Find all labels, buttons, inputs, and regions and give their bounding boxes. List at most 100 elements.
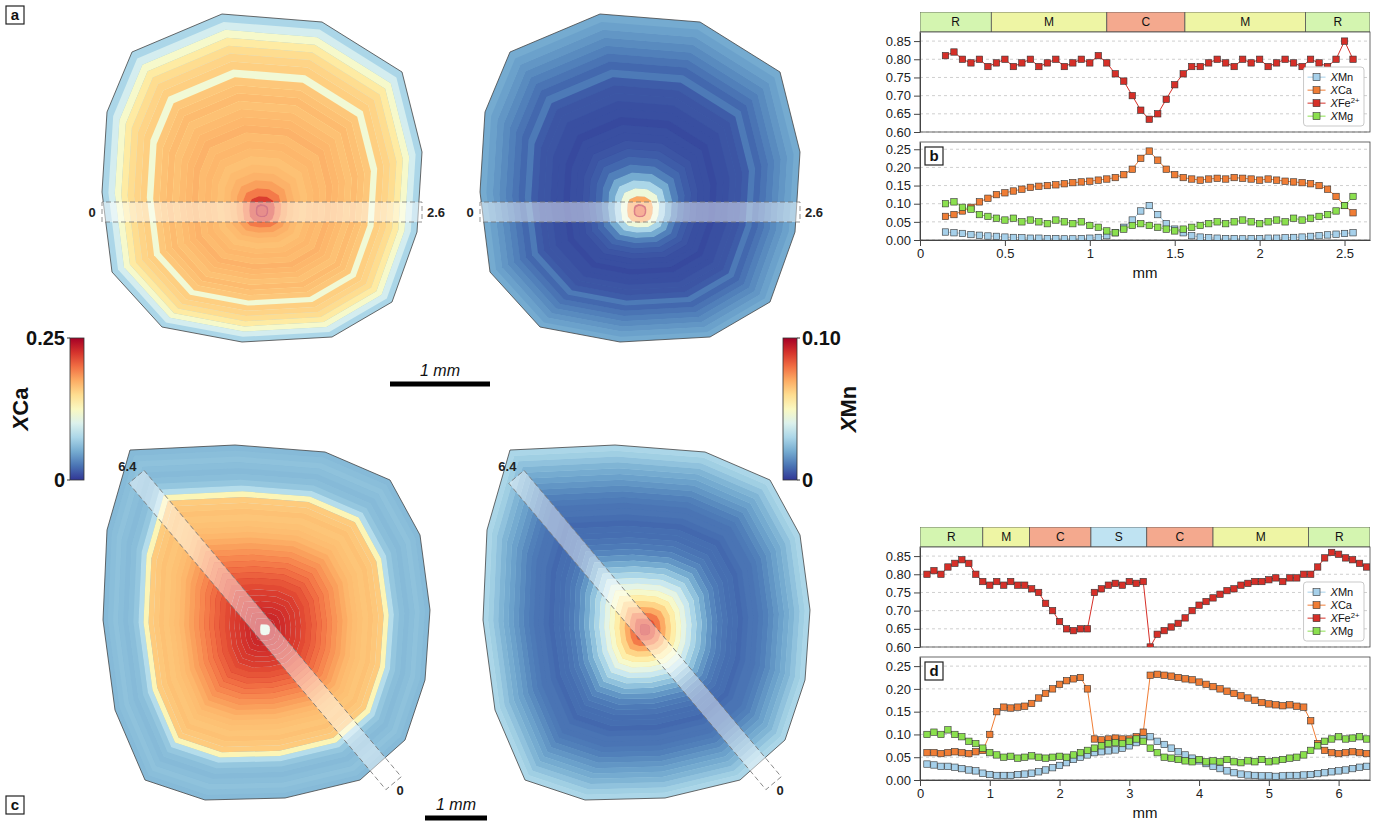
data-point <box>1205 235 1211 240</box>
data-point <box>1182 752 1188 758</box>
map-zone <box>121 38 403 327</box>
tick: 2 <box>1056 780 1063 801</box>
series <box>924 727 1370 766</box>
data-point <box>1231 586 1237 592</box>
tick-label: 0.5 <box>996 246 1014 261</box>
data-point <box>1172 171 1178 177</box>
scale-bar-line <box>425 816 487 821</box>
map-zone <box>103 445 430 800</box>
data-point <box>1214 235 1220 240</box>
tick: 0.15 <box>886 178 920 193</box>
data-point <box>1147 644 1153 647</box>
data-point <box>1021 582 1027 588</box>
map-zone <box>102 14 422 342</box>
colorbar-tick-label: 0.10 <box>802 327 841 349</box>
data-point <box>1126 578 1132 584</box>
traverse-end-label: 2.6 <box>805 205 823 220</box>
data-point <box>1231 174 1237 180</box>
tick-mark <box>914 780 920 781</box>
data-point <box>973 740 979 746</box>
data-point <box>1129 92 1135 98</box>
map-zone <box>506 46 775 322</box>
legend-marker <box>1313 615 1320 622</box>
data-point <box>924 761 930 767</box>
tick: 1.5 <box>1166 240 1184 261</box>
data-point <box>1133 580 1139 586</box>
map-zone <box>480 14 800 342</box>
legend-label: XCa <box>1330 84 1353 96</box>
data-point <box>1231 759 1237 765</box>
data-point <box>959 557 965 563</box>
data-point <box>1084 626 1090 632</box>
data-point <box>1002 234 1008 240</box>
data-point <box>1214 175 1220 181</box>
data-point <box>1035 695 1041 701</box>
tick-label: 0.75 <box>886 585 911 600</box>
data-point <box>1095 177 1101 183</box>
data-point <box>1002 190 1008 196</box>
data-point <box>1028 700 1034 706</box>
legend-marker <box>1313 628 1320 635</box>
panel-letter-text: d <box>929 662 938 679</box>
data-point <box>1161 672 1167 678</box>
data-point <box>1027 235 1033 240</box>
data-point <box>1231 63 1237 69</box>
data-point <box>1175 620 1181 626</box>
tick-mark <box>914 647 920 648</box>
data-point <box>976 211 982 217</box>
data-point <box>1175 674 1181 680</box>
tick-label: 0.65 <box>886 106 911 121</box>
data-point <box>1273 235 1279 240</box>
zone-labels: RMCSCMR <box>947 530 1344 544</box>
traverse-rect <box>129 470 401 789</box>
data-point <box>987 731 993 737</box>
tick-mark <box>1345 240 1346 246</box>
legend-marker <box>1313 113 1320 120</box>
data-point <box>1265 63 1271 69</box>
data-point <box>1266 773 1272 779</box>
series-line <box>927 552 1367 647</box>
tick: 0.75 <box>886 585 920 600</box>
data-point <box>1001 582 1007 588</box>
data-point <box>1259 578 1265 584</box>
charge: 2+ <box>1351 96 1360 105</box>
series-line <box>945 41 1353 119</box>
data-point <box>1028 770 1034 776</box>
data-point <box>1112 230 1118 236</box>
data-point <box>1205 60 1211 66</box>
data-point <box>987 771 993 777</box>
data-point <box>1342 555 1348 561</box>
data-point <box>945 763 951 769</box>
data-point <box>1112 230 1118 236</box>
zone-label: R <box>1333 15 1342 29</box>
tick: 5 <box>1266 780 1273 801</box>
colorbar-tick <box>67 480 70 481</box>
data-point <box>1010 188 1016 194</box>
plot-frame <box>920 142 1370 240</box>
data-point <box>1307 56 1313 62</box>
data-point <box>966 738 972 744</box>
data-point <box>1307 215 1313 221</box>
panel-letter: b <box>925 147 943 165</box>
scale-bar-label: 1 mm <box>436 796 476 813</box>
data-point <box>1104 228 1110 234</box>
data-point <box>1049 765 1055 771</box>
tick-label: 0.75 <box>886 70 911 85</box>
data-point <box>1104 60 1110 66</box>
series-line <box>927 737 1367 777</box>
data-point <box>1053 235 1059 240</box>
data-point <box>1084 747 1090 753</box>
data-point <box>1287 755 1293 761</box>
data-point <box>1161 627 1167 633</box>
data-point <box>938 571 944 577</box>
data-point <box>1091 745 1097 751</box>
colorbar: 0.100XMn <box>783 327 861 491</box>
lower-plot-area <box>942 148 1356 240</box>
data-point <box>1356 764 1362 770</box>
series-line <box>927 674 1367 753</box>
data-point <box>1248 176 1254 182</box>
zone-labels: RMCMR <box>951 15 1342 29</box>
data-point <box>993 191 999 197</box>
data-point <box>1154 749 1160 755</box>
tick: 0.85 <box>886 34 920 49</box>
